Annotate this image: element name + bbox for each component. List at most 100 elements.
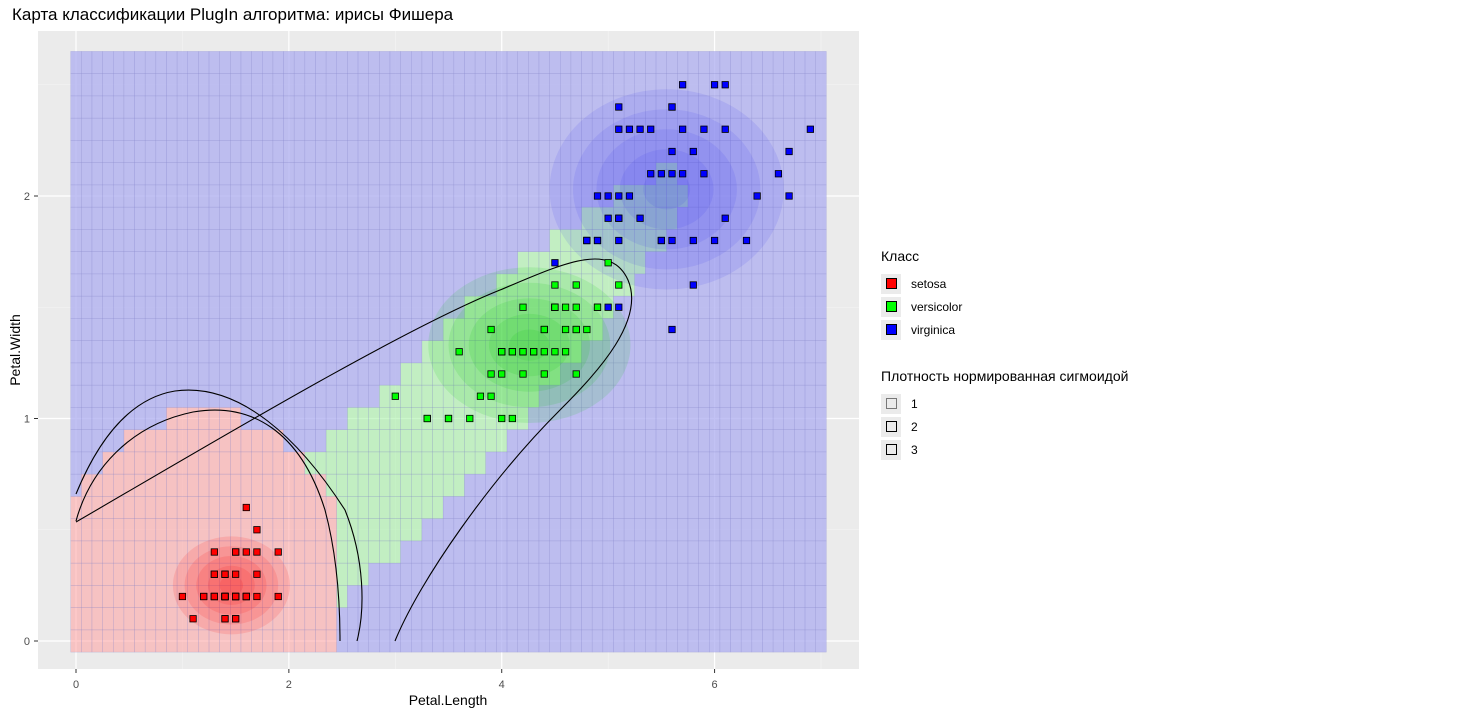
map-cell	[336, 140, 348, 163]
map-cell	[113, 95, 125, 119]
map-cell	[81, 562, 93, 586]
map-cell	[655, 318, 667, 341]
map-cell	[794, 585, 806, 608]
map-cell	[677, 518, 689, 542]
map-cell	[155, 318, 167, 341]
map-cell	[240, 451, 252, 475]
map-cell	[528, 585, 540, 608]
map-cell	[474, 162, 487, 186]
map-cell	[240, 273, 252, 297]
map-cell	[379, 496, 391, 519]
map-cell	[315, 562, 327, 586]
map-cell	[634, 607, 646, 631]
map-cell	[804, 95, 816, 119]
map-cell	[411, 562, 423, 586]
map-cell	[251, 95, 263, 119]
map-cell	[421, 51, 433, 74]
map-cell	[283, 496, 295, 519]
map-cell	[474, 562, 487, 586]
map-cell	[230, 162, 242, 186]
map-cell	[283, 407, 295, 430]
map-cell	[293, 362, 306, 386]
map-cell	[379, 384, 391, 408]
map-cell	[783, 51, 795, 74]
map-cell	[176, 162, 189, 186]
map-cell	[815, 540, 827, 564]
map-cell	[155, 251, 167, 275]
map-cell	[804, 451, 816, 475]
map-cell	[155, 140, 167, 163]
map-cell	[70, 407, 82, 430]
map-cell	[113, 140, 125, 163]
map-cell	[432, 629, 444, 653]
point-virginica	[615, 103, 623, 111]
map-cell	[709, 496, 721, 519]
map-cell	[315, 295, 327, 319]
map-cell	[730, 496, 742, 519]
map-cell	[81, 273, 93, 297]
map-cell	[187, 496, 199, 519]
map-cell	[411, 607, 423, 631]
map-cell	[251, 184, 263, 208]
map-cell	[623, 585, 635, 608]
map-cell	[581, 51, 593, 74]
map-cell	[293, 95, 306, 119]
map-cell	[421, 184, 433, 208]
map-cell	[113, 340, 125, 364]
point-versicolor	[530, 348, 538, 356]
map-cell	[528, 451, 540, 475]
point-versicolor	[540, 325, 548, 334]
map-cell	[464, 585, 476, 608]
map-cell	[464, 117, 476, 141]
map-cell	[464, 162, 476, 186]
map-cell	[506, 206, 518, 230]
map-cell	[591, 629, 604, 653]
map-cell	[549, 229, 561, 252]
point-virginica	[689, 281, 697, 289]
map-cell	[496, 51, 508, 74]
map-cell	[293, 562, 306, 586]
map-cell	[325, 273, 338, 297]
map-cell	[379, 451, 391, 475]
map-cell	[485, 162, 497, 186]
map-cell	[240, 318, 252, 341]
map-cell	[645, 607, 657, 631]
map-cell	[283, 518, 295, 542]
map-cell	[81, 518, 93, 542]
map-cell	[230, 384, 242, 408]
map-cell	[570, 607, 582, 631]
map-cell	[506, 429, 518, 453]
map-cell	[709, 407, 721, 430]
map-cell	[230, 51, 242, 74]
map-cell	[208, 340, 220, 364]
map-cell	[570, 451, 582, 475]
map-cell	[70, 496, 82, 519]
map-cell	[687, 407, 699, 430]
map-cell	[772, 562, 784, 586]
map-cell	[740, 473, 753, 497]
map-cell	[772, 95, 784, 119]
map-cell	[634, 407, 646, 430]
density-halo	[573, 109, 761, 270]
map-cell	[293, 140, 306, 163]
map-cell	[432, 518, 444, 542]
map-cell	[123, 518, 135, 542]
map-cell	[560, 429, 572, 453]
map-cell	[166, 95, 178, 119]
map-cell	[166, 206, 178, 230]
map-cell	[113, 607, 125, 631]
map-cell	[283, 629, 295, 653]
map-cell	[794, 562, 806, 586]
map-cell	[517, 95, 529, 119]
map-cell	[325, 629, 338, 653]
map-cell	[70, 295, 82, 319]
map-cell	[208, 162, 220, 186]
map-cell	[751, 407, 763, 430]
point-virginica	[647, 170, 655, 178]
map-cell	[166, 140, 178, 163]
map-cell	[208, 251, 220, 275]
setosa-contour	[75, 409, 341, 642]
map-cell	[772, 273, 784, 297]
map-cell	[315, 318, 327, 341]
map-cell	[538, 73, 550, 97]
